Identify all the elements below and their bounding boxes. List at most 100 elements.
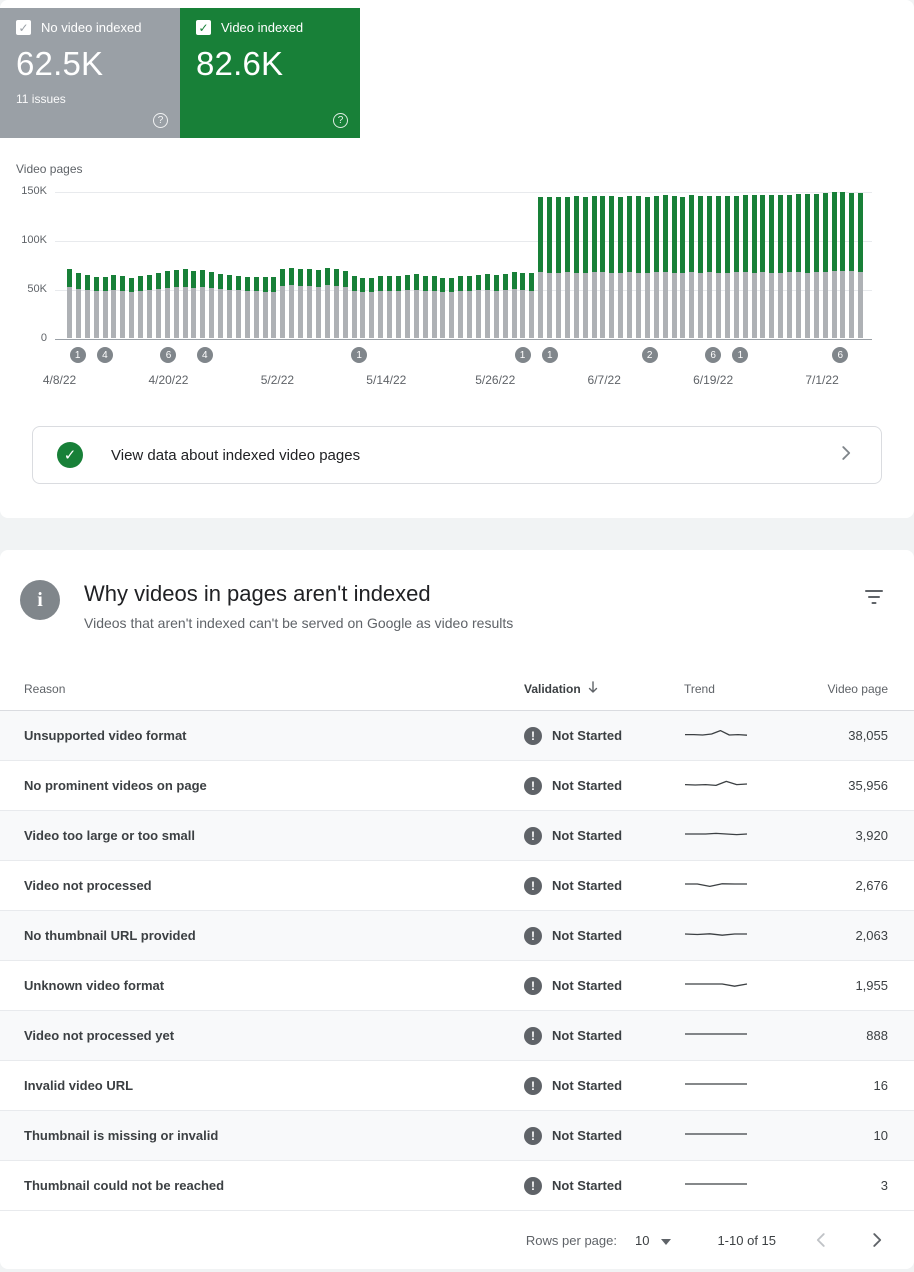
view-data-row[interactable]: ✓ View data about indexed video pages bbox=[32, 426, 882, 484]
exclamation-icon: ! bbox=[524, 1026, 542, 1045]
stacked-bar bbox=[831, 192, 837, 338]
stacked-bar bbox=[813, 193, 819, 338]
trend-sparkline bbox=[684, 1126, 814, 1145]
table-row[interactable]: Thumbnail is missing or invalid! Not Star… bbox=[0, 1111, 914, 1161]
stacked-bar bbox=[235, 276, 241, 338]
x-axis-tick: 7/1/22 bbox=[805, 373, 839, 387]
header-validation-sort[interactable]: Validation bbox=[524, 680, 684, 697]
table-row[interactable]: Invalid video URL! Not Started 16 bbox=[0, 1061, 914, 1111]
x-axis-tick: 6/7/22 bbox=[587, 373, 621, 387]
trend-sparkline bbox=[684, 826, 814, 845]
stat-card-no-video-indexed[interactable]: ✓ No video indexed 62.5K 11 issues ? bbox=[0, 8, 180, 138]
table-row[interactable]: No thumbnail URL provided! Not Started 2,0… bbox=[0, 911, 914, 961]
trend-sparkline bbox=[684, 1076, 814, 1095]
stacked-bar bbox=[751, 194, 757, 338]
pagination-range: 1-10 of 15 bbox=[717, 1232, 776, 1248]
x-axis-tick: 6/19/22 bbox=[693, 373, 734, 387]
stacked-bar bbox=[280, 269, 286, 338]
table-row[interactable]: Unsupported video format! Not Started 38,0… bbox=[0, 711, 914, 761]
stacked-bar bbox=[271, 277, 277, 338]
table-row[interactable]: Unknown video format! Not Started 1,955 bbox=[0, 961, 914, 1011]
stat-cards: ✓ No video indexed 62.5K 11 issues ? ✓ V… bbox=[0, 0, 914, 138]
chart-annotation-badge[interactable]: 1 bbox=[514, 347, 531, 363]
validation-cell: ! Not Started bbox=[524, 926, 684, 945]
stacked-bar bbox=[742, 194, 748, 338]
stacked-bar bbox=[618, 196, 624, 338]
table-row[interactable]: Video not processed yet! Not Started 888 bbox=[0, 1011, 914, 1061]
stacked-bar bbox=[582, 196, 588, 338]
help-icon[interactable]: ? bbox=[153, 113, 168, 128]
stacked-bar bbox=[680, 196, 686, 338]
table-row[interactable]: Video not processed! Not Started 2,676 bbox=[0, 861, 914, 911]
chart-annotation-badge[interactable]: 6 bbox=[832, 347, 849, 363]
chart-plot-area[interactable]: 1 4 6 4 1 1 1 2 6 1 6 4/8/22 4/20/22 5/2/22 5/14/22 5/2… bbox=[43, 192, 872, 387]
chart-annotation-badge[interactable]: 2 bbox=[641, 347, 658, 363]
chart-annotation-badge[interactable]: 1 bbox=[541, 347, 558, 363]
validation-status: Not Started bbox=[552, 828, 623, 843]
stat-label: Video indexed bbox=[221, 20, 304, 35]
stacked-bar bbox=[564, 196, 570, 338]
chart-annotation-badge[interactable]: 1 bbox=[732, 347, 749, 363]
help-icon[interactable]: ? bbox=[333, 113, 348, 128]
validation-status: Not Started bbox=[552, 1078, 623, 1093]
chart-annotation-badge[interactable]: 4 bbox=[96, 347, 113, 363]
reason-label: Invalid video URL bbox=[24, 1078, 134, 1093]
stacked-bar bbox=[449, 278, 455, 338]
stacked-bar bbox=[422, 276, 428, 338]
indexing-summary-card: ✓ No video indexed 62.5K 11 issues ? ✓ V… bbox=[0, 0, 914, 518]
stacked-bar bbox=[502, 274, 508, 338]
rows-per-page-value: 10 bbox=[634, 1232, 650, 1248]
validation-cell: ! Not Started bbox=[524, 726, 684, 745]
video-page-count: 38,055 bbox=[848, 728, 888, 743]
stacked-bar bbox=[858, 192, 864, 338]
table-row[interactable]: Video too large or too small! Not Started… bbox=[0, 811, 914, 861]
stacked-bar bbox=[164, 271, 170, 338]
stat-card-header: ✓ Video indexed bbox=[196, 20, 344, 35]
chart-annotation-badge[interactable]: 6 bbox=[705, 347, 722, 363]
stacked-bar bbox=[111, 275, 117, 338]
trend-sparkline bbox=[684, 776, 814, 795]
next-page-button[interactable] bbox=[866, 1229, 888, 1251]
stacked-bar bbox=[804, 193, 810, 338]
video-page-count: 2,676 bbox=[855, 878, 888, 893]
stacked-bar bbox=[67, 269, 72, 338]
stat-label: No video indexed bbox=[41, 20, 142, 35]
chart-annotation-badge[interactable]: 6 bbox=[160, 347, 177, 363]
video-indexed-checkbox[interactable]: ✓ bbox=[196, 20, 211, 35]
stacked-bar bbox=[333, 269, 339, 338]
stacked-bar bbox=[724, 195, 730, 338]
validation-status: Not Started bbox=[552, 1128, 623, 1143]
issues-header: i Why videos in pages aren't indexed Vid… bbox=[0, 580, 914, 631]
stacked-bar bbox=[484, 274, 490, 338]
header-reason: Reason bbox=[24, 681, 66, 696]
chart-annotation-badge[interactable]: 4 bbox=[196, 347, 213, 363]
stacked-bar bbox=[716, 195, 722, 338]
reason-label: Video not processed yet bbox=[24, 1028, 175, 1043]
video-page-count: 10 bbox=[873, 1128, 888, 1143]
filter-icon[interactable] bbox=[860, 586, 888, 613]
validation-cell: ! Not Started bbox=[524, 826, 684, 845]
video-page-count: 3 bbox=[880, 1178, 888, 1193]
video-page-count: 35,956 bbox=[848, 778, 888, 793]
validation-cell: ! Not Started bbox=[524, 876, 684, 895]
exclamation-icon: ! bbox=[524, 1126, 542, 1145]
validation-status: Not Started bbox=[552, 778, 623, 793]
stacked-bar bbox=[342, 271, 348, 338]
chart-annotation-badge[interactable]: 1 bbox=[351, 347, 368, 363]
stacked-bar bbox=[609, 195, 615, 338]
video-page-count: 1,955 bbox=[855, 978, 888, 993]
rows-per-page-select[interactable]: 10 bbox=[634, 1232, 672, 1248]
trend-sparkline bbox=[684, 926, 814, 945]
stat-card-video-indexed[interactable]: ✓ Video indexed 82.6K ? bbox=[180, 8, 360, 138]
no-video-indexed-checkbox[interactable]: ✓ bbox=[16, 20, 31, 35]
stacked-bar bbox=[822, 192, 828, 338]
x-axis-tick: 5/2/22 bbox=[260, 373, 295, 387]
stacked-bar bbox=[591, 195, 597, 338]
table-row[interactable]: Thumbnail could not be reached! Not Start… bbox=[0, 1161, 914, 1211]
previous-page-button[interactable] bbox=[810, 1229, 832, 1251]
chart-annotation-badge[interactable]: 1 bbox=[69, 347, 86, 363]
stacked-bar bbox=[840, 192, 846, 338]
table-row[interactable]: No prominent videos on page! Not Started 3… bbox=[0, 761, 914, 811]
stacked-bar bbox=[573, 195, 579, 338]
stacked-bar bbox=[253, 277, 259, 338]
